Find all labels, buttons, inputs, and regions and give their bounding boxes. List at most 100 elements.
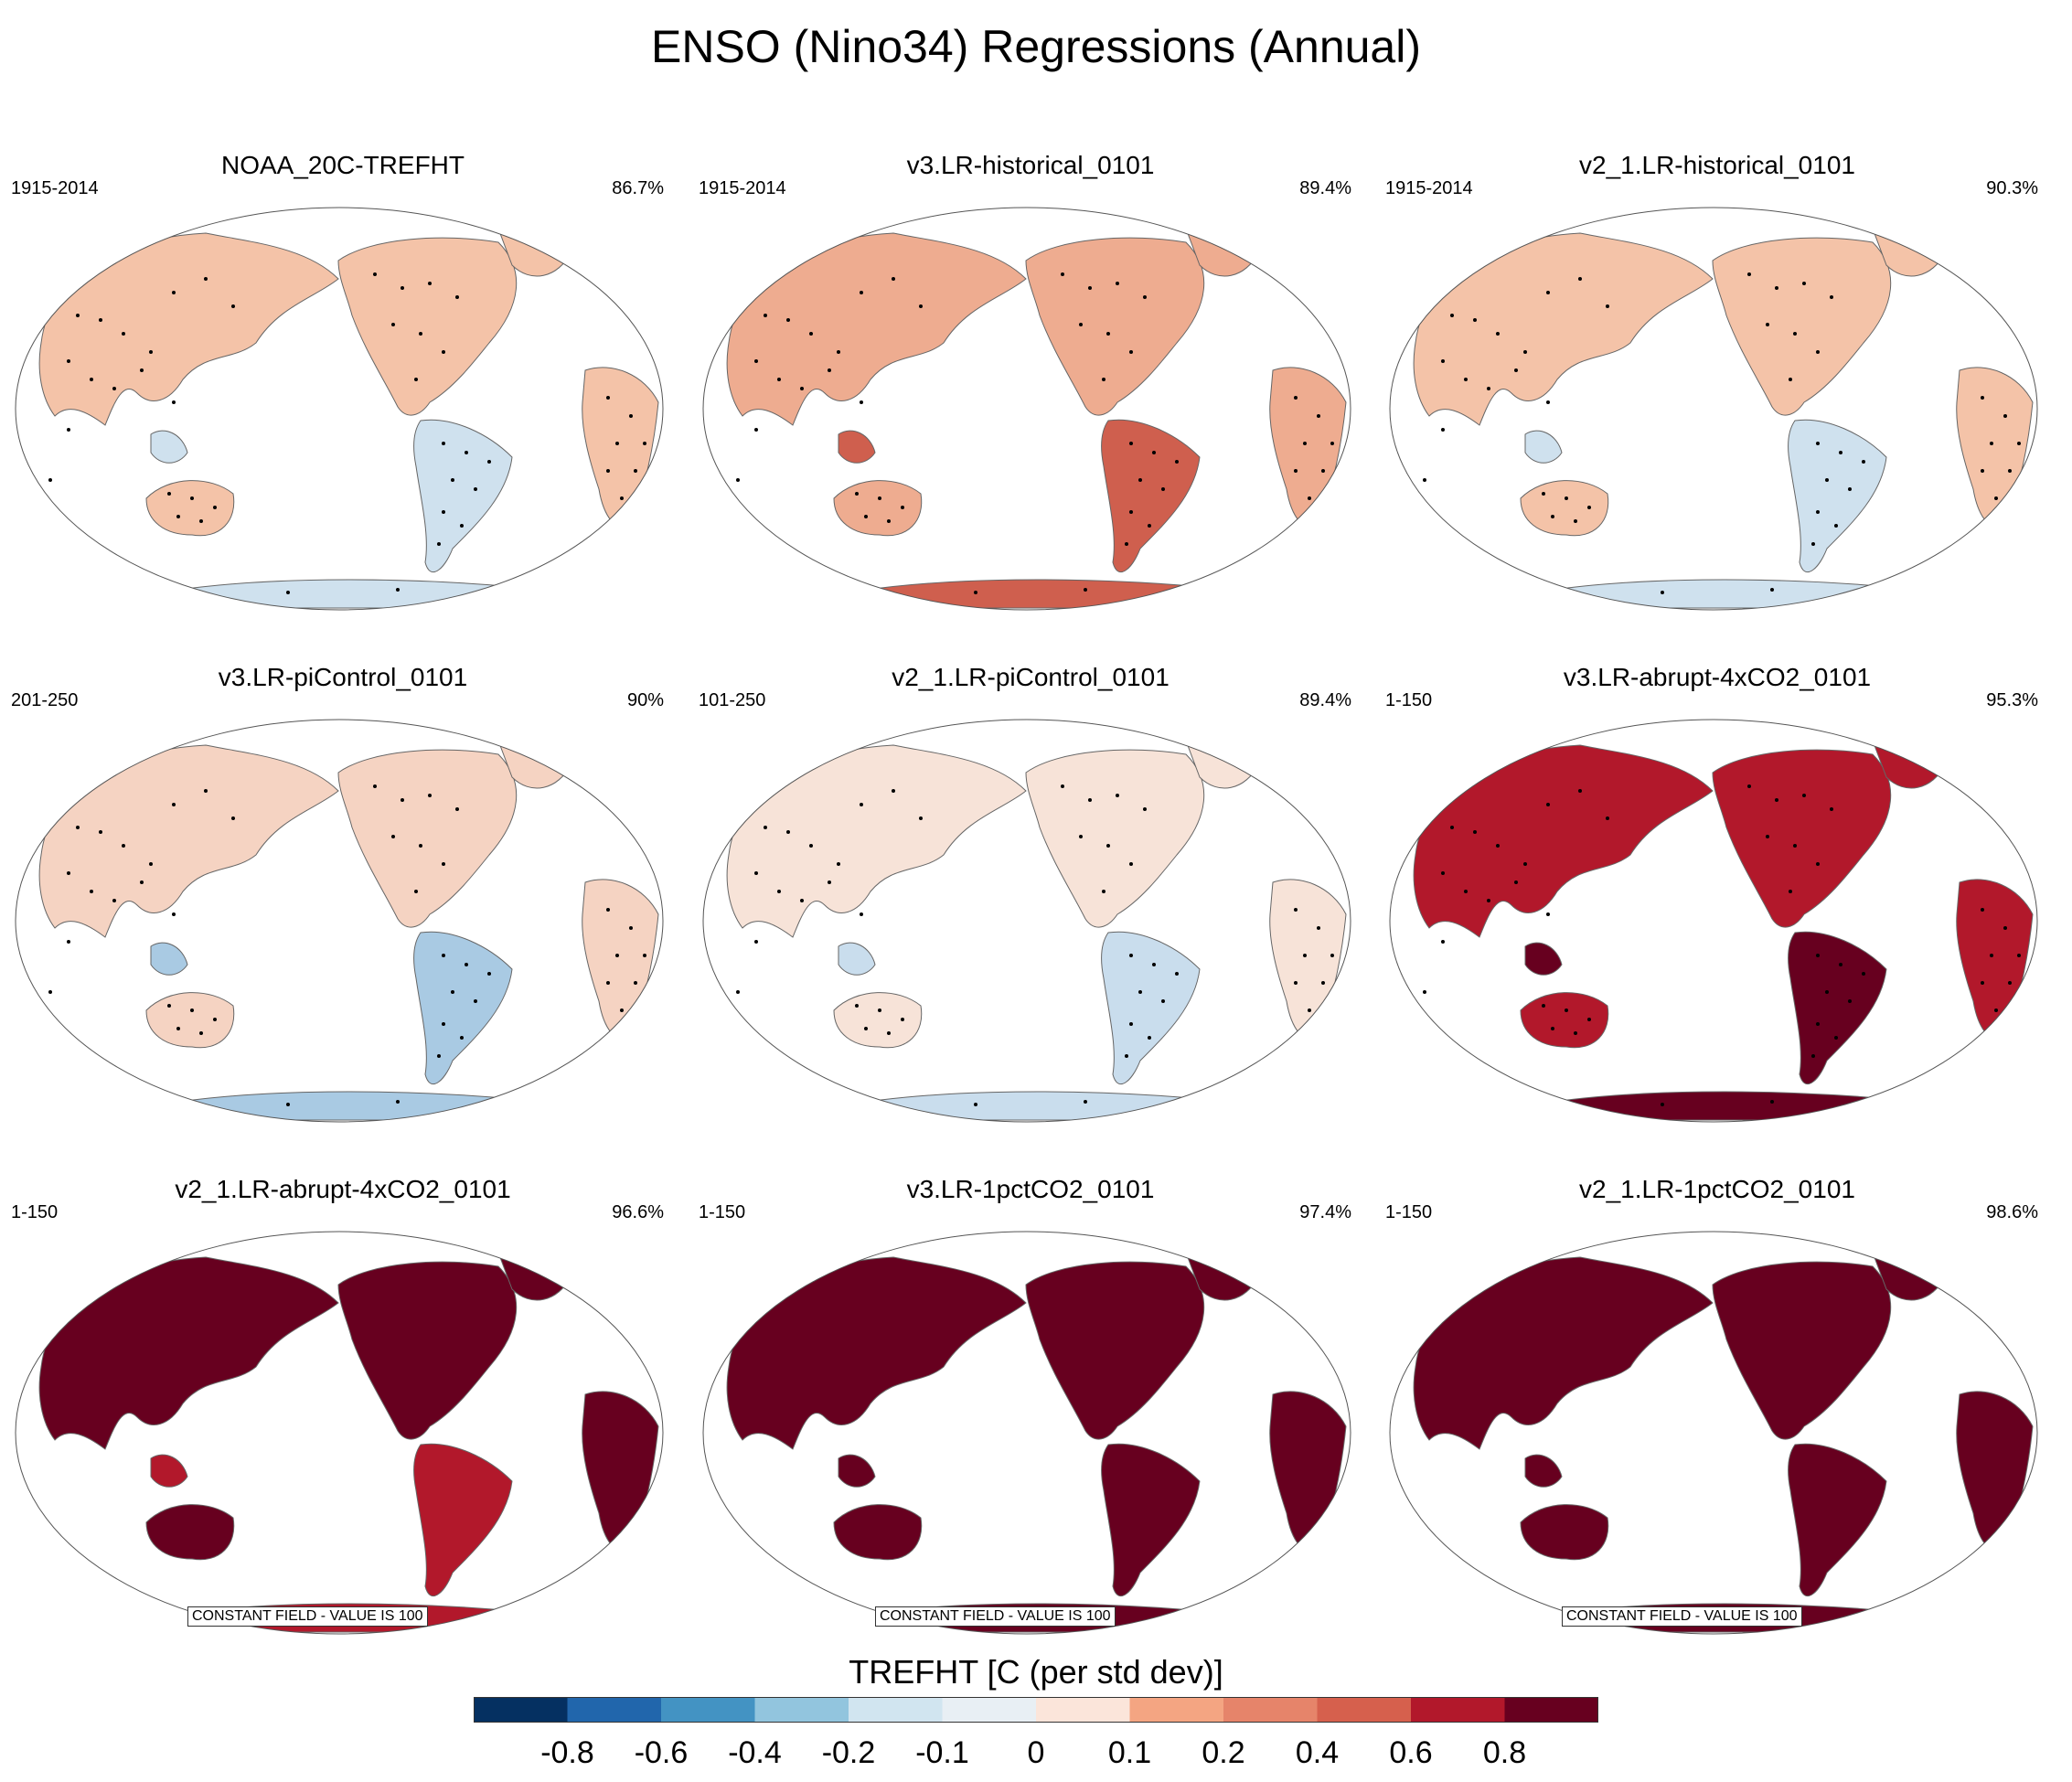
panel-title: v2_1.LR-abrupt-4xCO2_0101 [175,1175,511,1203]
significance-dot [396,1100,400,1104]
significance-dot [800,899,804,902]
significance-dot [172,291,176,294]
significance-dot [892,789,895,793]
significance-dot [465,963,468,966]
colorbar-segment [849,1697,943,1723]
significance-dot [786,318,790,322]
significance-dot [286,591,290,594]
significance-dot [76,314,80,317]
landmass-seasia [838,942,876,976]
significance-dot [919,816,923,820]
panel-title: NOAA_20C-TREFHT [220,151,465,179]
colorbar-segment [661,1697,755,1723]
map-border [1389,1231,2038,1635]
significance-dot [1770,588,1774,592]
significance-dot [460,1036,464,1040]
world-map [1389,719,2038,1123]
colorbar-segment [754,1697,849,1723]
colorbar-segment [474,1697,568,1723]
landmass-namerica [1712,749,1892,928]
panel-percent: 98.6% [1986,1202,2038,1222]
significance-dot [828,368,831,372]
significance-dot [974,1103,977,1106]
landmass-eurasia [726,744,1027,938]
significance-dot [1294,469,1298,473]
significance-dot [401,286,404,290]
significance-dot [1294,981,1298,985]
landmass-seasia [1524,1454,1563,1488]
landmass-samerica [413,931,513,1085]
significance-dot [1789,378,1792,381]
map-border [702,1231,1351,1635]
landmass-seasia [150,430,188,464]
significance-dot [1464,378,1468,381]
significance-dot [1542,1004,1545,1008]
significance-dot [1848,487,1852,491]
significance-dot [1294,396,1298,400]
significance-dot [437,1054,441,1058]
significance-dot [629,414,633,418]
significance-dot [1116,282,1119,285]
significance-dot [286,1103,290,1106]
significance-dot [2003,414,2007,418]
panel-percent: 89.4% [1299,690,1351,710]
landmass-samerica [1788,931,1887,1085]
significance-dot [1129,350,1133,354]
landmass-eurasia [1413,232,1714,426]
significance-dot [736,990,740,994]
landmass-eurasia [726,1256,1027,1450]
significance-dot [615,442,619,445]
significance-dot [1496,844,1500,848]
significance-dot [777,890,781,893]
significance-dot [1148,1036,1151,1040]
significance-dot [1587,506,1591,509]
significance-dot [428,794,432,797]
significance-dot [1317,414,1320,418]
map-panel: v3.LR-abrupt-4xCO2_0101 1-150 95.3% [1374,663,2060,1175]
world-map [15,1231,664,1635]
map-border [15,1231,664,1635]
significance-dot [90,378,93,381]
colorbar-segment [1036,1697,1130,1723]
map-panel: v3.LR-piControl_0101 201-250 90% [0,663,686,1175]
colorbar-tick-label: -0.6 [634,1735,689,1770]
significance-dot [204,789,208,793]
significance-dot [1175,972,1179,976]
significance-dot [754,359,758,363]
significance-dot [837,862,840,866]
constant-field-label: CONSTANT FIELD - VALUE IS 100 [1562,1606,1802,1627]
significance-dot [634,981,637,985]
significance-dot [800,387,804,390]
significance-dot [919,304,923,308]
significance-dot [1129,1022,1133,1026]
landmass-samerica [1788,1443,1887,1597]
landmass-samerica [1101,931,1201,1085]
significance-dot [199,519,203,523]
significance-dot [1825,478,1829,482]
panel-period: 1-150 [1385,1202,1433,1222]
significance-dot [1825,990,1829,994]
significance-dot [1450,314,1454,317]
landmass-australia [833,1504,923,1561]
colorbar-segment [942,1697,1037,1723]
significance-dot [1789,890,1792,893]
significance-dot [1839,963,1842,966]
significance-dot [1994,1008,1998,1012]
map-panel: v2_1.LR-1pctCO2_0101 1-150 98.6% CONSTANT F… [1374,1175,2060,1687]
significance-dot [67,871,70,875]
panel-period: 101-250 [699,690,766,710]
significance-dot [855,492,859,496]
significance-dot [1143,295,1147,299]
significance-dot [1487,899,1490,902]
significance-dot [487,460,491,464]
panel-percent: 89.4% [1299,178,1351,198]
colorbar-segment [1223,1697,1318,1723]
significance-dot [1747,272,1751,276]
landmass-eurasia [38,1256,339,1450]
significance-dot [1834,1036,1838,1040]
map-panel: v3.LR-1pctCO2_0101 1-150 97.4% CONSTANT FIE… [688,1175,1373,1687]
significance-dot [1423,478,1426,482]
significance-dot [1802,794,1806,797]
significance-dot [1129,954,1133,957]
significance-dot [1330,442,1334,445]
